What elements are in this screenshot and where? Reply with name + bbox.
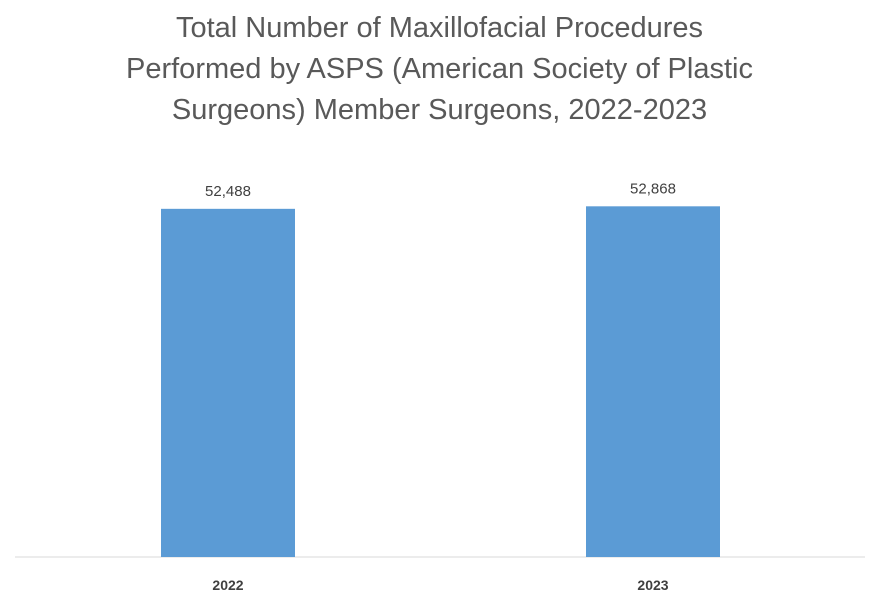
- chart-title-line: Surgeons) Member Surgeons, 2022-2023: [171, 94, 708, 126]
- x-tick-label: 2022: [212, 577, 243, 593]
- chart-title-line: Performed by ASPS (American Society of P…: [126, 53, 753, 85]
- chart-title-line: Total Number of Maxillofacial Procedures: [175, 12, 704, 44]
- bar-2022: [161, 208, 295, 558]
- data-label: 52,488: [205, 183, 251, 200]
- data-label: 52,868: [630, 180, 676, 197]
- bar-2023: [586, 206, 720, 557]
- chart-title: Total Number of Maxillofacial Procedures…: [0, 8, 879, 131]
- x-tick-label: 2023: [637, 577, 668, 593]
